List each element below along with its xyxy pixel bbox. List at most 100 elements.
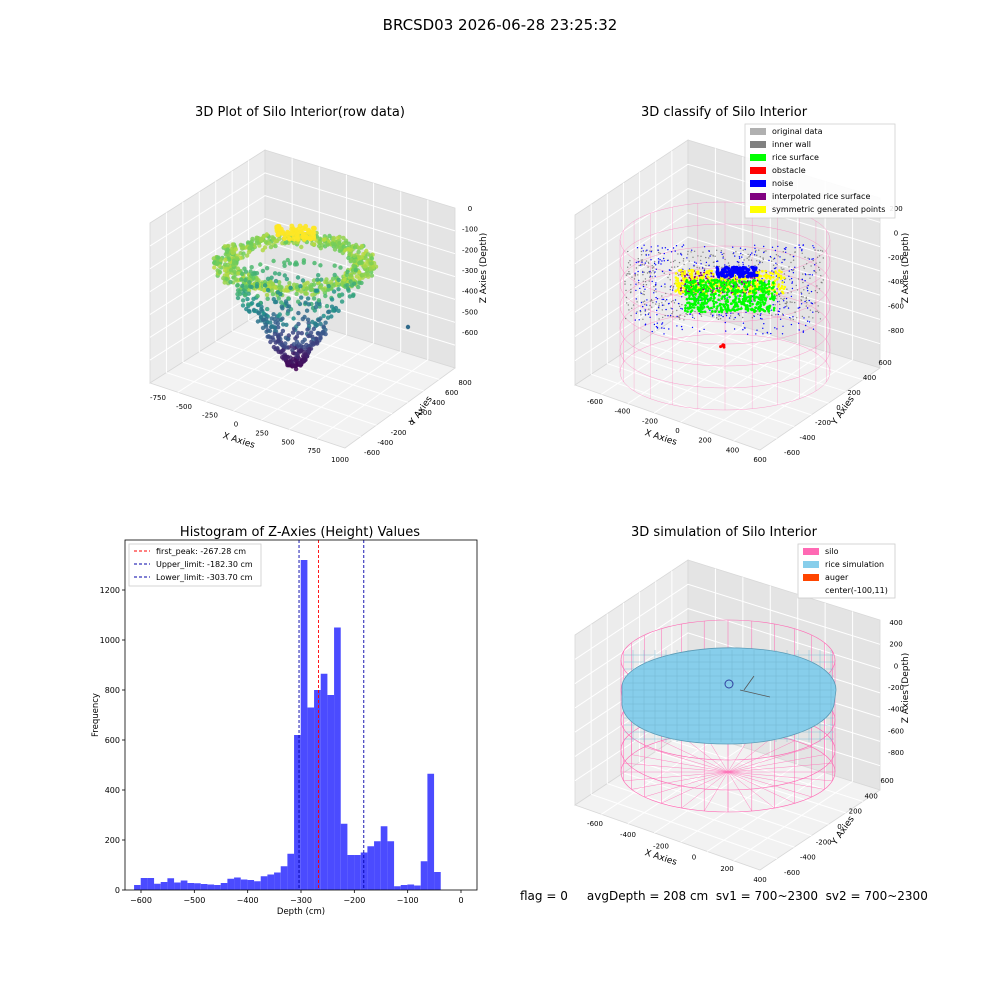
legend-swatch (750, 193, 766, 200)
noise-point (813, 270, 815, 272)
rice-surface-point (726, 287, 729, 291)
rice-surface-point (747, 284, 750, 288)
data-point (286, 360, 292, 365)
symmetric-point (761, 269, 764, 273)
chart-title: 3D classify of Silo Interior (641, 105, 808, 120)
noise-point (803, 317, 805, 319)
inner-wall-point (759, 270, 761, 272)
symmetric-point (710, 269, 713, 273)
rice-surface-point (726, 291, 729, 294)
inner-wall-point (789, 301, 791, 303)
rice-surface-point (741, 299, 745, 303)
noise-point (636, 247, 639, 249)
inner-wall-point (800, 299, 802, 301)
rice-surface-point (693, 300, 696, 304)
inner-wall-point (817, 305, 819, 307)
symmetric-point (782, 287, 786, 291)
noise-point (649, 275, 652, 277)
noise-point (736, 261, 739, 263)
rice-surface-point (712, 302, 716, 306)
rice-surface-point (688, 305, 692, 309)
symmetric-point (674, 272, 678, 275)
symmetric-point (765, 274, 768, 277)
rice-surface-point (756, 300, 760, 304)
data-point (261, 311, 266, 316)
noise-point (654, 271, 656, 273)
data-point (247, 280, 252, 285)
data-point (285, 311, 290, 316)
histogram-bar (174, 882, 181, 890)
inner-wall-point (653, 290, 655, 292)
z-tick-label: 400 (889, 619, 902, 627)
symmetric-point (705, 270, 709, 273)
data-point (276, 314, 281, 319)
noise-point (750, 265, 754, 269)
x-tick-label: 0 (692, 854, 696, 862)
noise-point (797, 307, 799, 309)
inner-wall-point (690, 251, 692, 253)
data-point (295, 275, 301, 280)
rice-surface-point (712, 293, 715, 296)
inner-wall-point (718, 265, 720, 268)
grid-line (671, 320, 864, 381)
data-point (306, 228, 311, 234)
data-point (244, 306, 249, 312)
noise-point (703, 328, 705, 331)
rice-surface-point (694, 284, 698, 288)
legend-swatch (750, 154, 766, 161)
grid-line (654, 334, 771, 414)
noise-point (635, 261, 637, 264)
rice-surface-point (733, 309, 737, 312)
inner-wall-point (796, 317, 798, 319)
symmetric-point (702, 273, 706, 276)
noise-point (671, 308, 673, 310)
data-point (284, 322, 289, 327)
rice-surface-point (713, 278, 716, 282)
data-point (275, 346, 280, 351)
data-point (260, 268, 266, 274)
interpolated-point (680, 279, 683, 282)
grid-line (149, 218, 456, 293)
inner-wall-point (714, 255, 716, 257)
noise-point (802, 331, 804, 333)
inner-wall-point (792, 318, 794, 321)
noise-point (638, 279, 640, 282)
obstacle-point (722, 345, 726, 349)
data-point (336, 277, 341, 283)
rice-surface-point (761, 295, 764, 298)
inner-wall-point (679, 318, 681, 320)
x-tick-label: -400 (620, 831, 636, 839)
rice-surface-point (719, 307, 723, 311)
inner-wall-point (819, 318, 822, 320)
data-point (267, 240, 272, 246)
inner-wall-point (738, 314, 741, 317)
legend-label: rice surface (772, 153, 819, 162)
y-tick-label: 800 (105, 686, 120, 695)
z-tick-label: -300 (462, 267, 478, 275)
data-point (267, 328, 273, 334)
inner-wall-point (805, 305, 807, 307)
rice-surface-point (699, 289, 703, 292)
rice-surface-point (694, 303, 697, 307)
data-point (337, 292, 342, 298)
rice-surface-point (754, 306, 757, 309)
symmetric-point (758, 274, 761, 277)
y-tick-label: 600 (445, 389, 458, 397)
data-point (259, 238, 264, 243)
noise-point (640, 301, 643, 304)
histogram-bar (234, 877, 241, 890)
inner-wall-point (807, 273, 809, 276)
inner-wall-point (672, 287, 674, 289)
inner-wall-point (773, 294, 776, 296)
data-point (223, 257, 228, 263)
inner-wall-point (782, 298, 784, 301)
data-point (282, 260, 287, 265)
noise-point (725, 270, 729, 274)
noise-point (657, 258, 660, 260)
inner-wall-point (653, 285, 655, 288)
noise-point (777, 301, 779, 303)
rice-surface-point (757, 305, 760, 309)
rice-surface-point (687, 285, 690, 288)
grid-line (607, 363, 795, 428)
data-point (296, 310, 301, 316)
